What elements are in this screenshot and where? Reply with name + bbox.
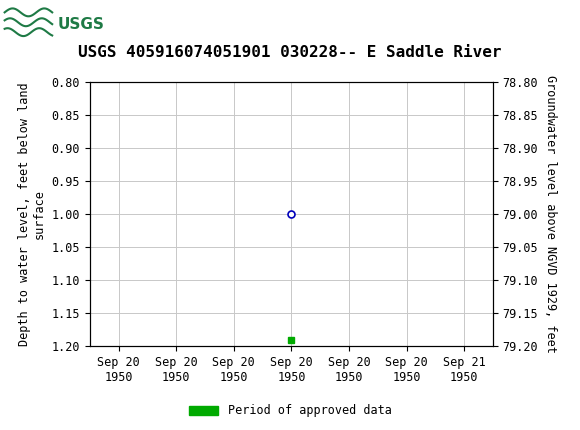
Text: USGS 405916074051901 030228-- E Saddle River: USGS 405916074051901 030228-- E Saddle R… <box>78 45 502 60</box>
Legend: Period of approved data: Period of approved data <box>184 399 396 422</box>
Y-axis label: Depth to water level, feet below land
surface: Depth to water level, feet below land su… <box>18 82 46 346</box>
Text: USGS: USGS <box>58 17 105 32</box>
Y-axis label: Groundwater level above NGVD 1929, feet: Groundwater level above NGVD 1929, feet <box>544 75 557 353</box>
Bar <box>3 4 102 46</box>
